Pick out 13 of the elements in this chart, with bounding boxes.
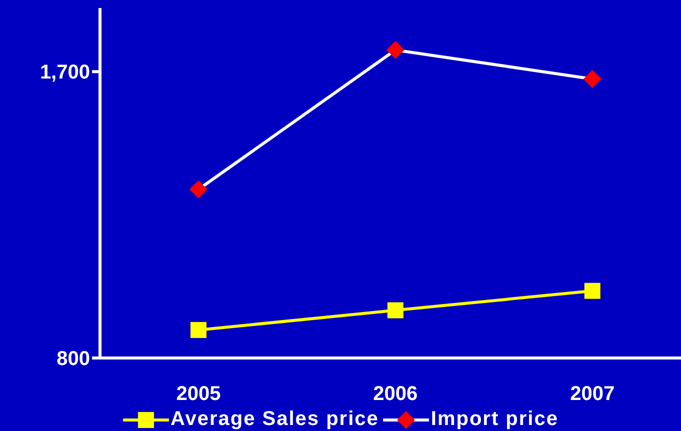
- point: [583, 70, 602, 88]
- x-tick-label: 2007: [570, 383, 615, 406]
- x-tick-label: 2006: [373, 383, 418, 406]
- y-tick-label: 1,700: [40, 62, 90, 84]
- legend-label: Average Sales price: [170, 408, 379, 431]
- point: [387, 302, 404, 318]
- y-tick-label: 800: [56, 348, 90, 370]
- point: [189, 180, 208, 198]
- point: [386, 41, 404, 59]
- point: [190, 322, 206, 338]
- legend-label: Import price: [430, 408, 558, 431]
- point: [584, 282, 600, 299]
- x-tick-label: 2005: [176, 383, 221, 406]
